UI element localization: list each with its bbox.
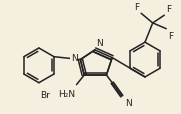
Text: Br: Br — [40, 91, 50, 100]
Text: N: N — [96, 39, 103, 48]
Text: N: N — [71, 54, 77, 63]
Text: N: N — [125, 98, 131, 107]
Text: F: F — [134, 3, 139, 12]
Text: F: F — [166, 5, 171, 14]
Text: H₂N: H₂N — [58, 90, 75, 99]
Text: F: F — [168, 31, 173, 40]
